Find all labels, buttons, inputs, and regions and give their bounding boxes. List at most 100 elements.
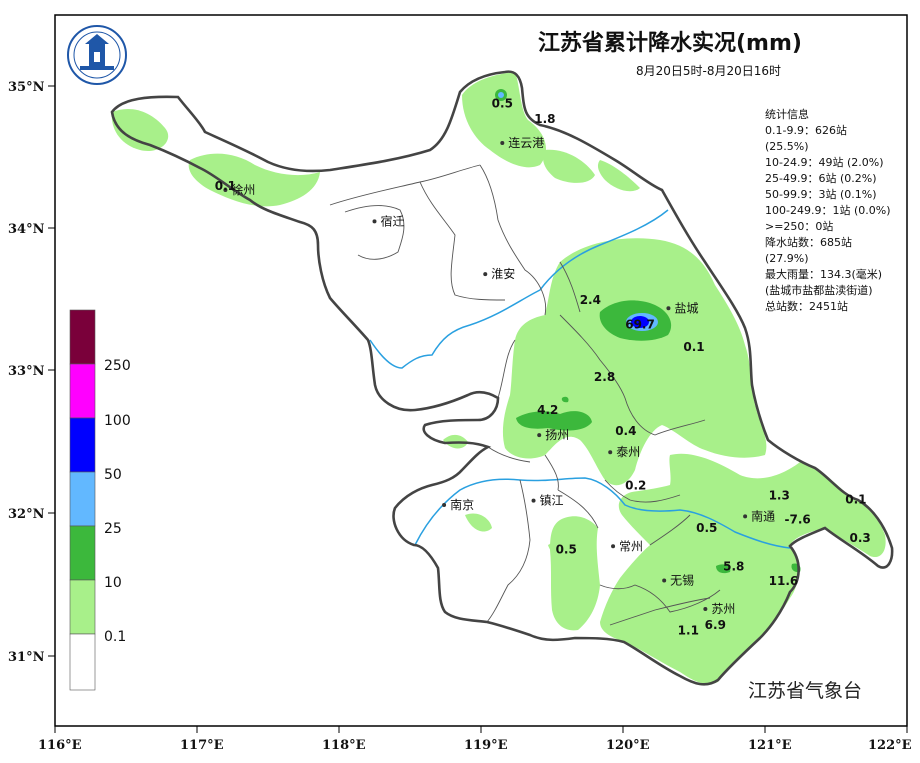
cma-logo-icon xyxy=(67,25,127,85)
x-axis-labels: 116°E 117°E 118°E 119°E 120°E 121°E 122°… xyxy=(38,738,912,753)
stats-line: 50-99.9：3站 (0.1%) xyxy=(765,187,876,201)
stats-line: 10-24.9：49站 (2.0%) xyxy=(765,155,883,169)
rain-value-label: 0.1 xyxy=(845,493,866,507)
legend: 250 100 50 25 10 0.1 xyxy=(69,309,131,691)
stats-line: (27.9%) xyxy=(765,252,809,265)
rain-value-label: 0.3 xyxy=(850,531,871,545)
stats-line: (25.5%) xyxy=(765,140,809,153)
rain-value-label: 1.1 xyxy=(678,624,699,638)
stats-line: 总站数：2451站 xyxy=(765,299,848,313)
stats-line: >=250：0站 xyxy=(765,219,833,233)
rain-value-label: 11.6 xyxy=(769,574,799,588)
legend-swatch xyxy=(69,309,96,365)
city-label: 淮安 xyxy=(491,266,515,281)
rain-value-label: 5.8 xyxy=(723,560,744,574)
rain-value-label: 0.5 xyxy=(556,542,577,556)
legend-label: 250 xyxy=(104,358,131,374)
rain-value-label: 69.7 xyxy=(625,317,655,331)
legend-label: 10 xyxy=(104,575,122,591)
x-tick-label: 122°E xyxy=(868,738,912,753)
rain-value-label: 4.2 xyxy=(537,403,558,417)
city-label: 宿迁 xyxy=(381,213,405,228)
x-tick-label: 116°E xyxy=(38,738,82,753)
legend-swatch xyxy=(69,363,96,419)
city-marker xyxy=(372,219,377,224)
city-boundaries xyxy=(329,164,721,626)
city-label: 镇江 xyxy=(540,494,564,508)
city-marker xyxy=(703,606,708,611)
stats-line: 降水站数：685站 xyxy=(765,235,852,249)
city-marker xyxy=(483,272,488,277)
legend-label: 100 xyxy=(104,413,131,429)
city-marker xyxy=(608,450,613,455)
y-tick-label: 32°N xyxy=(8,507,45,522)
legend-label: 25 xyxy=(104,521,122,537)
legend-swatch xyxy=(69,525,96,581)
y-axis-labels: 35°N 34°N 33°N 32°N 31°N xyxy=(8,80,45,665)
rain-areas-heavy xyxy=(495,89,658,331)
city-marker xyxy=(666,306,671,311)
province-border xyxy=(110,70,894,686)
stats-line: 最大雨量：134.3(毫米) xyxy=(765,267,882,281)
rain-value-label: 1.3 xyxy=(769,488,790,502)
y-tick-label: 31°N xyxy=(8,650,45,665)
rain-value-label: 2.8 xyxy=(594,370,615,384)
city-marker xyxy=(442,502,447,507)
city-marker xyxy=(500,141,505,145)
legend-swatch xyxy=(69,633,96,691)
city-marker xyxy=(537,433,542,438)
rain-value-label: 0.2 xyxy=(625,478,646,492)
city-marker xyxy=(531,498,536,503)
y-tick-label: 34°N xyxy=(8,222,45,237)
rain-value-label: 0.1 xyxy=(215,179,236,193)
city-label: 盐城 xyxy=(674,301,698,315)
city-label: 徐州 xyxy=(231,182,255,197)
rain-value-label: 0.5 xyxy=(492,96,513,110)
stats-line: 0.1-9.9：626站 xyxy=(765,123,847,137)
city-label: 常州 xyxy=(619,539,643,553)
stats-panel: 统计信息 0.1-9.9：626站 (25.5%) 10-24.9：49站 (2… xyxy=(765,107,890,313)
stats-line: 100-249.9：1站 (0.0%) xyxy=(765,203,890,217)
city-label: 连云港 xyxy=(508,135,544,150)
credit: 江苏省气象台 xyxy=(748,680,862,702)
rain-value-label: 0.4 xyxy=(615,424,636,438)
rain-value-label: 0.1 xyxy=(683,340,704,354)
stats-line: (盐城市盐都盐渎街道) xyxy=(765,283,873,297)
rain-values-layer: 0.5 1.8 0.1 2.4 69.7 0.1 2.8 4.2 0.4 0.2 1.3 0.1 -7.… xyxy=(215,96,871,637)
y-tick-label: 35°N xyxy=(8,80,45,95)
legend-swatch xyxy=(69,579,96,635)
rain-value-label: 6.9 xyxy=(705,618,726,632)
map-title: 江苏省累计降水实况(mm) xyxy=(538,30,802,56)
city-label: 无锡 xyxy=(670,572,694,587)
legend-label: 0.1 xyxy=(104,629,126,645)
rain-value-label: 0.5 xyxy=(696,521,717,535)
city-label: 泰州 xyxy=(616,445,640,459)
stats-line: 25-49.9：6站 (0.2%) xyxy=(765,171,876,185)
x-tick-label: 120°E xyxy=(606,738,650,753)
city-marker xyxy=(743,514,748,519)
rain-value-label: 2.4 xyxy=(580,293,601,307)
legend-label: 50 xyxy=(104,467,122,483)
legend-swatch xyxy=(69,417,96,473)
city-label: 南京 xyxy=(450,497,474,512)
legend-swatch xyxy=(69,471,96,527)
rivers xyxy=(369,209,791,549)
x-tick-label: 118°E xyxy=(322,738,366,753)
rain-value-label: 1.8 xyxy=(534,112,555,126)
city-marker xyxy=(611,544,616,549)
city-marker xyxy=(223,188,228,193)
city-label: 南通 xyxy=(751,508,775,523)
time-range: 8月20日5时-8月20日16时 xyxy=(636,64,781,78)
rain-value-label: -7.6 xyxy=(785,512,811,526)
city-label: 苏州 xyxy=(711,602,735,616)
y-tick-label: 33°N xyxy=(8,364,45,379)
x-tick-label: 117°E xyxy=(180,738,224,753)
stats-header: 统计信息 xyxy=(765,107,809,121)
x-tick-label: 121°E xyxy=(748,738,792,753)
axis-ticks xyxy=(48,85,908,733)
city-label: 扬州 xyxy=(545,427,569,442)
city-marker xyxy=(662,578,667,583)
x-tick-label: 119°E xyxy=(464,738,508,753)
